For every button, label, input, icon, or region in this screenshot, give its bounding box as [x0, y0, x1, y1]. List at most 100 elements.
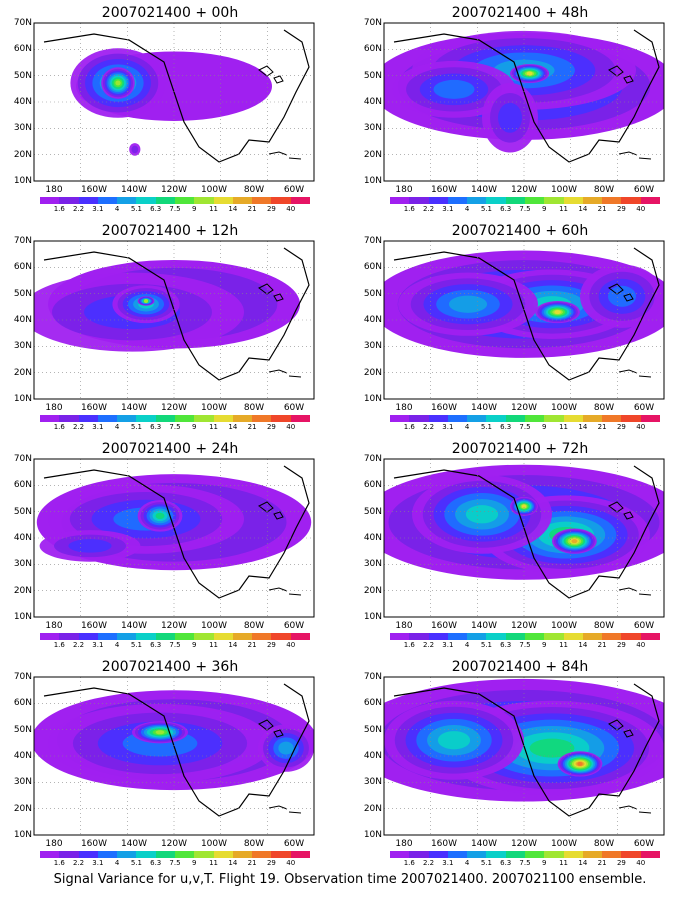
colorbar-label: 21: [597, 205, 607, 213]
colorbar-swatch: [505, 197, 525, 204]
colorbar-swatch: [640, 851, 660, 858]
latitude-label: 40N: [363, 97, 382, 107]
colorbar-label: 21: [247, 641, 257, 649]
colorbar-label: 21: [247, 423, 257, 431]
colorbar-label: 4: [114, 205, 120, 213]
latitude-label: 50N: [363, 288, 382, 299]
colorbar-label: 4: [114, 859, 120, 867]
colorbar-label: 14: [228, 423, 238, 431]
colorbar-swatch: [194, 633, 214, 640]
longitude-label: 140W: [120, 185, 148, 195]
caribbean-islands: [618, 805, 652, 814]
variance-contour: [155, 730, 165, 735]
longitude-label: 140W: [470, 185, 498, 195]
colorbar-label: 2.2: [72, 423, 85, 431]
colorbar-swatch: [467, 633, 487, 640]
latitude-label: 60N: [363, 480, 382, 491]
colorbar-swatch: [544, 851, 564, 858]
panel-title: 2007021400 + 60h: [451, 223, 589, 239]
colorbar-swatch: [271, 415, 291, 422]
colorbar-label: 40: [286, 859, 296, 867]
longitude-label: 60W: [283, 403, 305, 413]
great-lakes: [608, 501, 634, 520]
colorbar-swatch: [290, 633, 310, 640]
colorbar-swatch: [59, 633, 79, 640]
colorbar-label: 11: [559, 859, 569, 867]
colorbar-label: 21: [597, 859, 607, 867]
panel-title: 2007021400 + 00h: [101, 5, 239, 21]
colorbar-swatch: [155, 851, 175, 858]
colorbar-swatch: [252, 851, 272, 858]
latitude-label: 30N: [13, 341, 32, 352]
longitude-label: 60W: [283, 839, 305, 849]
colorbar-label: 6.3: [150, 423, 162, 431]
colorbar-swatch: [563, 415, 583, 422]
latitude-label: 40N: [13, 751, 32, 761]
plot-frame: [33, 458, 315, 618]
longitude-label: 120W: [160, 621, 188, 631]
map-panel: 2007021400 + 12h 70N 60N 50N 40N 30N 20N 10N 180…: [0, 222, 340, 432]
plot-frame: [33, 240, 315, 400]
colorbar-swatch: [97, 197, 118, 204]
colorbar-label: 3.1: [442, 641, 454, 649]
latitude-label: 50N: [363, 724, 382, 735]
variance-contour: [522, 504, 526, 509]
colorbar-swatch: [524, 197, 545, 204]
plot-frame: [33, 22, 315, 182]
colorbar-swatch: [78, 851, 98, 858]
colorbar-swatch: [97, 415, 118, 422]
longitude-label: 80W: [243, 839, 265, 849]
colorbar-swatch: [486, 197, 506, 204]
colorbar-swatch: [428, 197, 448, 204]
panel-title: 2007021400 + 48h: [451, 5, 589, 21]
longitude-label: 180: [45, 403, 63, 413]
latitude-label: 20N: [13, 585, 32, 596]
longitude-label: 140W: [470, 839, 498, 849]
colorbar-label: 5.1: [130, 641, 142, 649]
colorbar-label: 40: [286, 641, 296, 649]
colorbar-swatch: [252, 633, 272, 640]
longitude-label: 160W: [430, 185, 458, 195]
great-lakes: [608, 283, 634, 302]
panel-title: 2007021400 + 24h: [101, 441, 239, 457]
coastline: [43, 29, 310, 163]
caribbean-islands: [268, 805, 302, 814]
colorbar-label: 3.1: [92, 205, 104, 213]
latitude-label: 60N: [13, 262, 32, 273]
latitude-label: 30N: [13, 559, 32, 570]
colorbar-label: 4: [464, 205, 470, 213]
latitude-label: 50N: [363, 506, 382, 517]
colorbar-swatch: [582, 851, 603, 858]
longitude-label: 180: [395, 621, 413, 631]
plot-frame: [33, 676, 315, 836]
latitude-label: 20N: [13, 149, 32, 160]
longitude-label: 80W: [593, 185, 615, 195]
colorbar-label: 6.3: [500, 859, 512, 867]
panel-title: 2007021400 + 72h: [451, 441, 589, 457]
colorbar-swatch: [544, 415, 564, 422]
colorbar-swatch: [40, 633, 60, 640]
latitude-label: 10N: [13, 176, 32, 186]
colorbar-label: 9: [542, 641, 547, 649]
longitude-label: 60W: [283, 621, 305, 631]
longitude-label: 80W: [243, 621, 265, 631]
colorbar-swatch: [155, 633, 175, 640]
colorbar-label: 29: [266, 423, 276, 431]
longitude-label: 160W: [80, 403, 108, 413]
colorbar-swatch: [194, 197, 214, 204]
latitude-label: 40N: [13, 97, 32, 107]
latitude-label: 10N: [363, 176, 382, 186]
colorbar-label: 1.6: [403, 641, 415, 649]
map-panel: 2007021400 + 48h 70N 60N 50N 40N 30N 20N 10N 180…: [350, 4, 690, 214]
variance-contour: [526, 71, 533, 76]
colorbar-label: 6.3: [150, 205, 162, 213]
colorbar-swatch: [59, 197, 79, 204]
colorbar-label: 1.6: [53, 859, 65, 867]
colorbar-label: 21: [597, 641, 607, 649]
colorbar-swatch: [213, 851, 233, 858]
colorbar-label: 6.3: [500, 423, 512, 431]
variance-map: [33, 676, 315, 836]
colorbar-labels: 1.6 2.2 3.1 4 5.1 6.3 7.5 9 11 14 21 29 40: [40, 641, 310, 650]
colorbar-labels: 1.6 2.2 3.1 4 5.1 6.3 7.5 9 11 14 21 29 40: [40, 423, 310, 432]
colorbar-swatch: [59, 851, 79, 858]
